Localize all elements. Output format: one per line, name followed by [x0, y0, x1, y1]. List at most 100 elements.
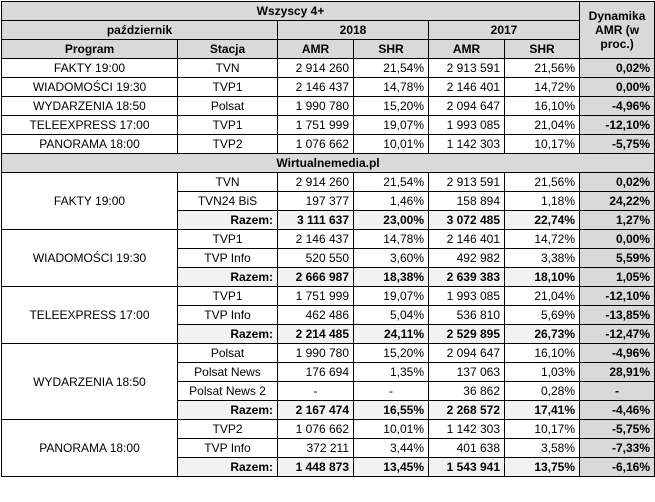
- header-row-2: październik 2018 2017: [1, 20, 655, 40]
- amr-2017-cell: 2 094 647: [428, 96, 505, 116]
- dynamics-cell: -4,46%: [579, 400, 655, 420]
- station-cell: TVN24 BiS: [177, 191, 278, 211]
- amr-2017-cell: 2 529 895: [428, 324, 505, 344]
- shr-2018-cell: 1,35%: [353, 362, 429, 382]
- amr-2018-cell: 1 751 999: [277, 286, 354, 306]
- station-cell: Polsat: [177, 96, 278, 116]
- dynamics-cell: 0,02%: [579, 172, 655, 192]
- shr-2017-cell: 10,17%: [503, 419, 581, 439]
- summary-row: WIADOMOŚCI 19:30 TVP1 2 146 437 14,78% 2 146…: [1, 77, 655, 97]
- group-program-cell: WYDARZENIA 18:50: [1, 343, 178, 420]
- shr-2017-cell: 0,28%: [503, 381, 581, 401]
- amr-2018-cell: 3 111 637: [277, 210, 354, 230]
- dynamics-cell: 0,00%: [579, 229, 655, 249]
- dynamics-cell: 24,22%: [579, 191, 655, 211]
- amr-2017-cell: 3 072 485: [428, 210, 505, 230]
- station-cell: Razem:: [177, 457, 278, 477]
- shr-2017-cell: 16,10%: [503, 96, 581, 116]
- amr-2017-cell: 137 063: [428, 362, 505, 382]
- shr-2018-cell: -: [353, 381, 429, 401]
- amr-2017-cell: 1 142 303: [428, 134, 505, 154]
- station-cell: Polsat News: [177, 362, 278, 382]
- station-cell: TVP Info: [177, 438, 278, 458]
- dynamics-cell: 1,27%: [579, 210, 655, 230]
- shr-2018-cell: 3,60%: [353, 248, 429, 268]
- shr-2018-cell: 14,78%: [353, 229, 429, 249]
- shr-2017-cell: 3,38%: [503, 248, 581, 268]
- shr-2018-cell: 16,55%: [353, 400, 429, 420]
- shr-2018-header: SHR: [353, 39, 429, 59]
- amr-2017-cell: 36 862: [428, 381, 505, 401]
- shr-2018-cell: 23,00%: [353, 210, 429, 230]
- shr-2018-cell: 21,54%: [353, 58, 429, 78]
- station-cell: TVP Info: [177, 305, 278, 325]
- shr-2018-cell: 1,46%: [353, 191, 429, 211]
- group-program-cell: FAKTY 19:00: [1, 172, 178, 230]
- total-row: Razem: 1 448 873 13,45% 1 543 941 13,75% -6,1…: [2, 457, 655, 477]
- dynamics-cell: -5,75%: [579, 134, 655, 154]
- amr-2017-cell: 2 146 401: [428, 77, 505, 97]
- dynamics-cell: 1,05%: [579, 267, 655, 287]
- ratings-table: Wszyscy 4+ Dynamika AMR (w proc.) paździ…: [0, 1, 655, 477]
- detail-row: WYDARZENIA 18:50 Polsat 1 990 780 15,20% 2 0…: [1, 343, 655, 420]
- amr-2018-cell: 1 448 873: [277, 457, 354, 477]
- dynamics-cell: -: [579, 381, 655, 401]
- year-2017-header: 2017: [427, 20, 581, 40]
- month-header: październik: [1, 20, 278, 40]
- amr-2017-cell: 1 142 303: [428, 419, 505, 439]
- section-title-row: Wirtualnemedia.pl: [0, 153, 655, 173]
- detail-row: FAKTY 19:00 TVN 2 914 260 21,54% 2 913 591 21…: [1, 172, 655, 230]
- detail-row: Polsat News 2- -36 862 0,28% -: [2, 381, 655, 401]
- shr-2018-cell: 15,20%: [353, 96, 429, 116]
- station-cell: TVP1: [177, 77, 278, 97]
- dynamics-cell: -13,85%: [579, 305, 655, 325]
- dynamics-cell: -12,10%: [579, 286, 655, 306]
- shr-2017-cell: 16,10%: [503, 343, 581, 363]
- dynamics-cell: -12,47%: [579, 324, 655, 344]
- shr-2017-cell: 21,56%: [503, 58, 581, 78]
- station-column-header: Stacja: [177, 39, 278, 59]
- total-row: Razem: 2 214 485 24,11% 2 529 895 26,73% -12,…: [2, 324, 655, 344]
- dynamics-cell: -7,33%: [579, 438, 655, 458]
- amr-2017-cell: 536 810: [428, 305, 505, 325]
- summary-row: WYDARZENIA 18:50 Polsat 1 990 780 15,20% 2 0…: [1, 96, 655, 116]
- shr-2017-cell: 3,58%: [503, 438, 581, 458]
- shr-2018-cell: 5,04%: [353, 305, 429, 325]
- shr-2017-header: SHR: [503, 39, 581, 59]
- shr-2017-cell: 17,41%: [503, 400, 581, 420]
- station-cell: Polsat News 2: [177, 381, 278, 401]
- dynamics-cell: 0,02%: [579, 58, 655, 78]
- total-row: Razem: 2 666 987 18,38% 2 639 383 18,10% 1,05…: [2, 267, 655, 287]
- program-cell: FAKTY 19:00: [1, 58, 178, 78]
- shr-2017-cell: 13,75%: [503, 457, 581, 477]
- detail-row: TELEEXPRESS 17:00 TVP1 1 751 999 19,07% 1 99…: [1, 286, 655, 344]
- shr-2017-cell: 21,56%: [503, 172, 581, 192]
- amr-2017-cell: 401 638: [428, 438, 505, 458]
- amr-2017-cell: 2 913 591: [428, 58, 505, 78]
- shr-2018-cell: 19,07%: [353, 286, 429, 306]
- amr-2017-cell: 2 913 591: [428, 172, 505, 192]
- station-cell: Razem:: [177, 324, 278, 344]
- detail-row: WIADOMOŚCI 19:30 TVP1 2 146 437 14,78% 2 146…: [1, 229, 655, 287]
- amr-2017-cell: 2 146 401: [428, 229, 505, 249]
- shr-2017-cell: 1,03%: [503, 362, 581, 382]
- audience-title: Wszyscy 4+: [0, 1, 581, 21]
- station-cell: TVP2: [177, 134, 278, 154]
- summary-row: FAKTY 19:00 TVN 2 914 260 21,54% 2 913 591 21…: [1, 58, 655, 78]
- amr-2018-cell: 462 486: [277, 305, 354, 325]
- shr-2018-cell: 19,07%: [353, 115, 429, 135]
- shr-2017-cell: 21,04%: [503, 286, 581, 306]
- amr-2018-cell: 1 751 999: [277, 115, 354, 135]
- shr-2017-cell: 10,17%: [503, 134, 581, 154]
- shr-2018-cell: 14,78%: [353, 77, 429, 97]
- shr-2018-cell: 13,45%: [353, 457, 429, 477]
- section-title: Wirtualnemedia.pl: [0, 153, 655, 173]
- amr-2018-cell: 1 990 780: [277, 343, 354, 363]
- dynamics-cell: -4,96%: [579, 96, 655, 116]
- station-cell: TVN: [177, 172, 278, 192]
- shr-2017-cell: 21,04%: [503, 115, 581, 135]
- shr-2018-cell: 15,20%: [353, 343, 429, 363]
- program-cell: TELEEXPRESS 17:00: [1, 115, 178, 135]
- dynamics-cell: 5,59%: [579, 248, 655, 268]
- detail-row: PANORAMA 18:00 TVP2 1 076 662 10,01% 1 142 3…: [1, 419, 655, 477]
